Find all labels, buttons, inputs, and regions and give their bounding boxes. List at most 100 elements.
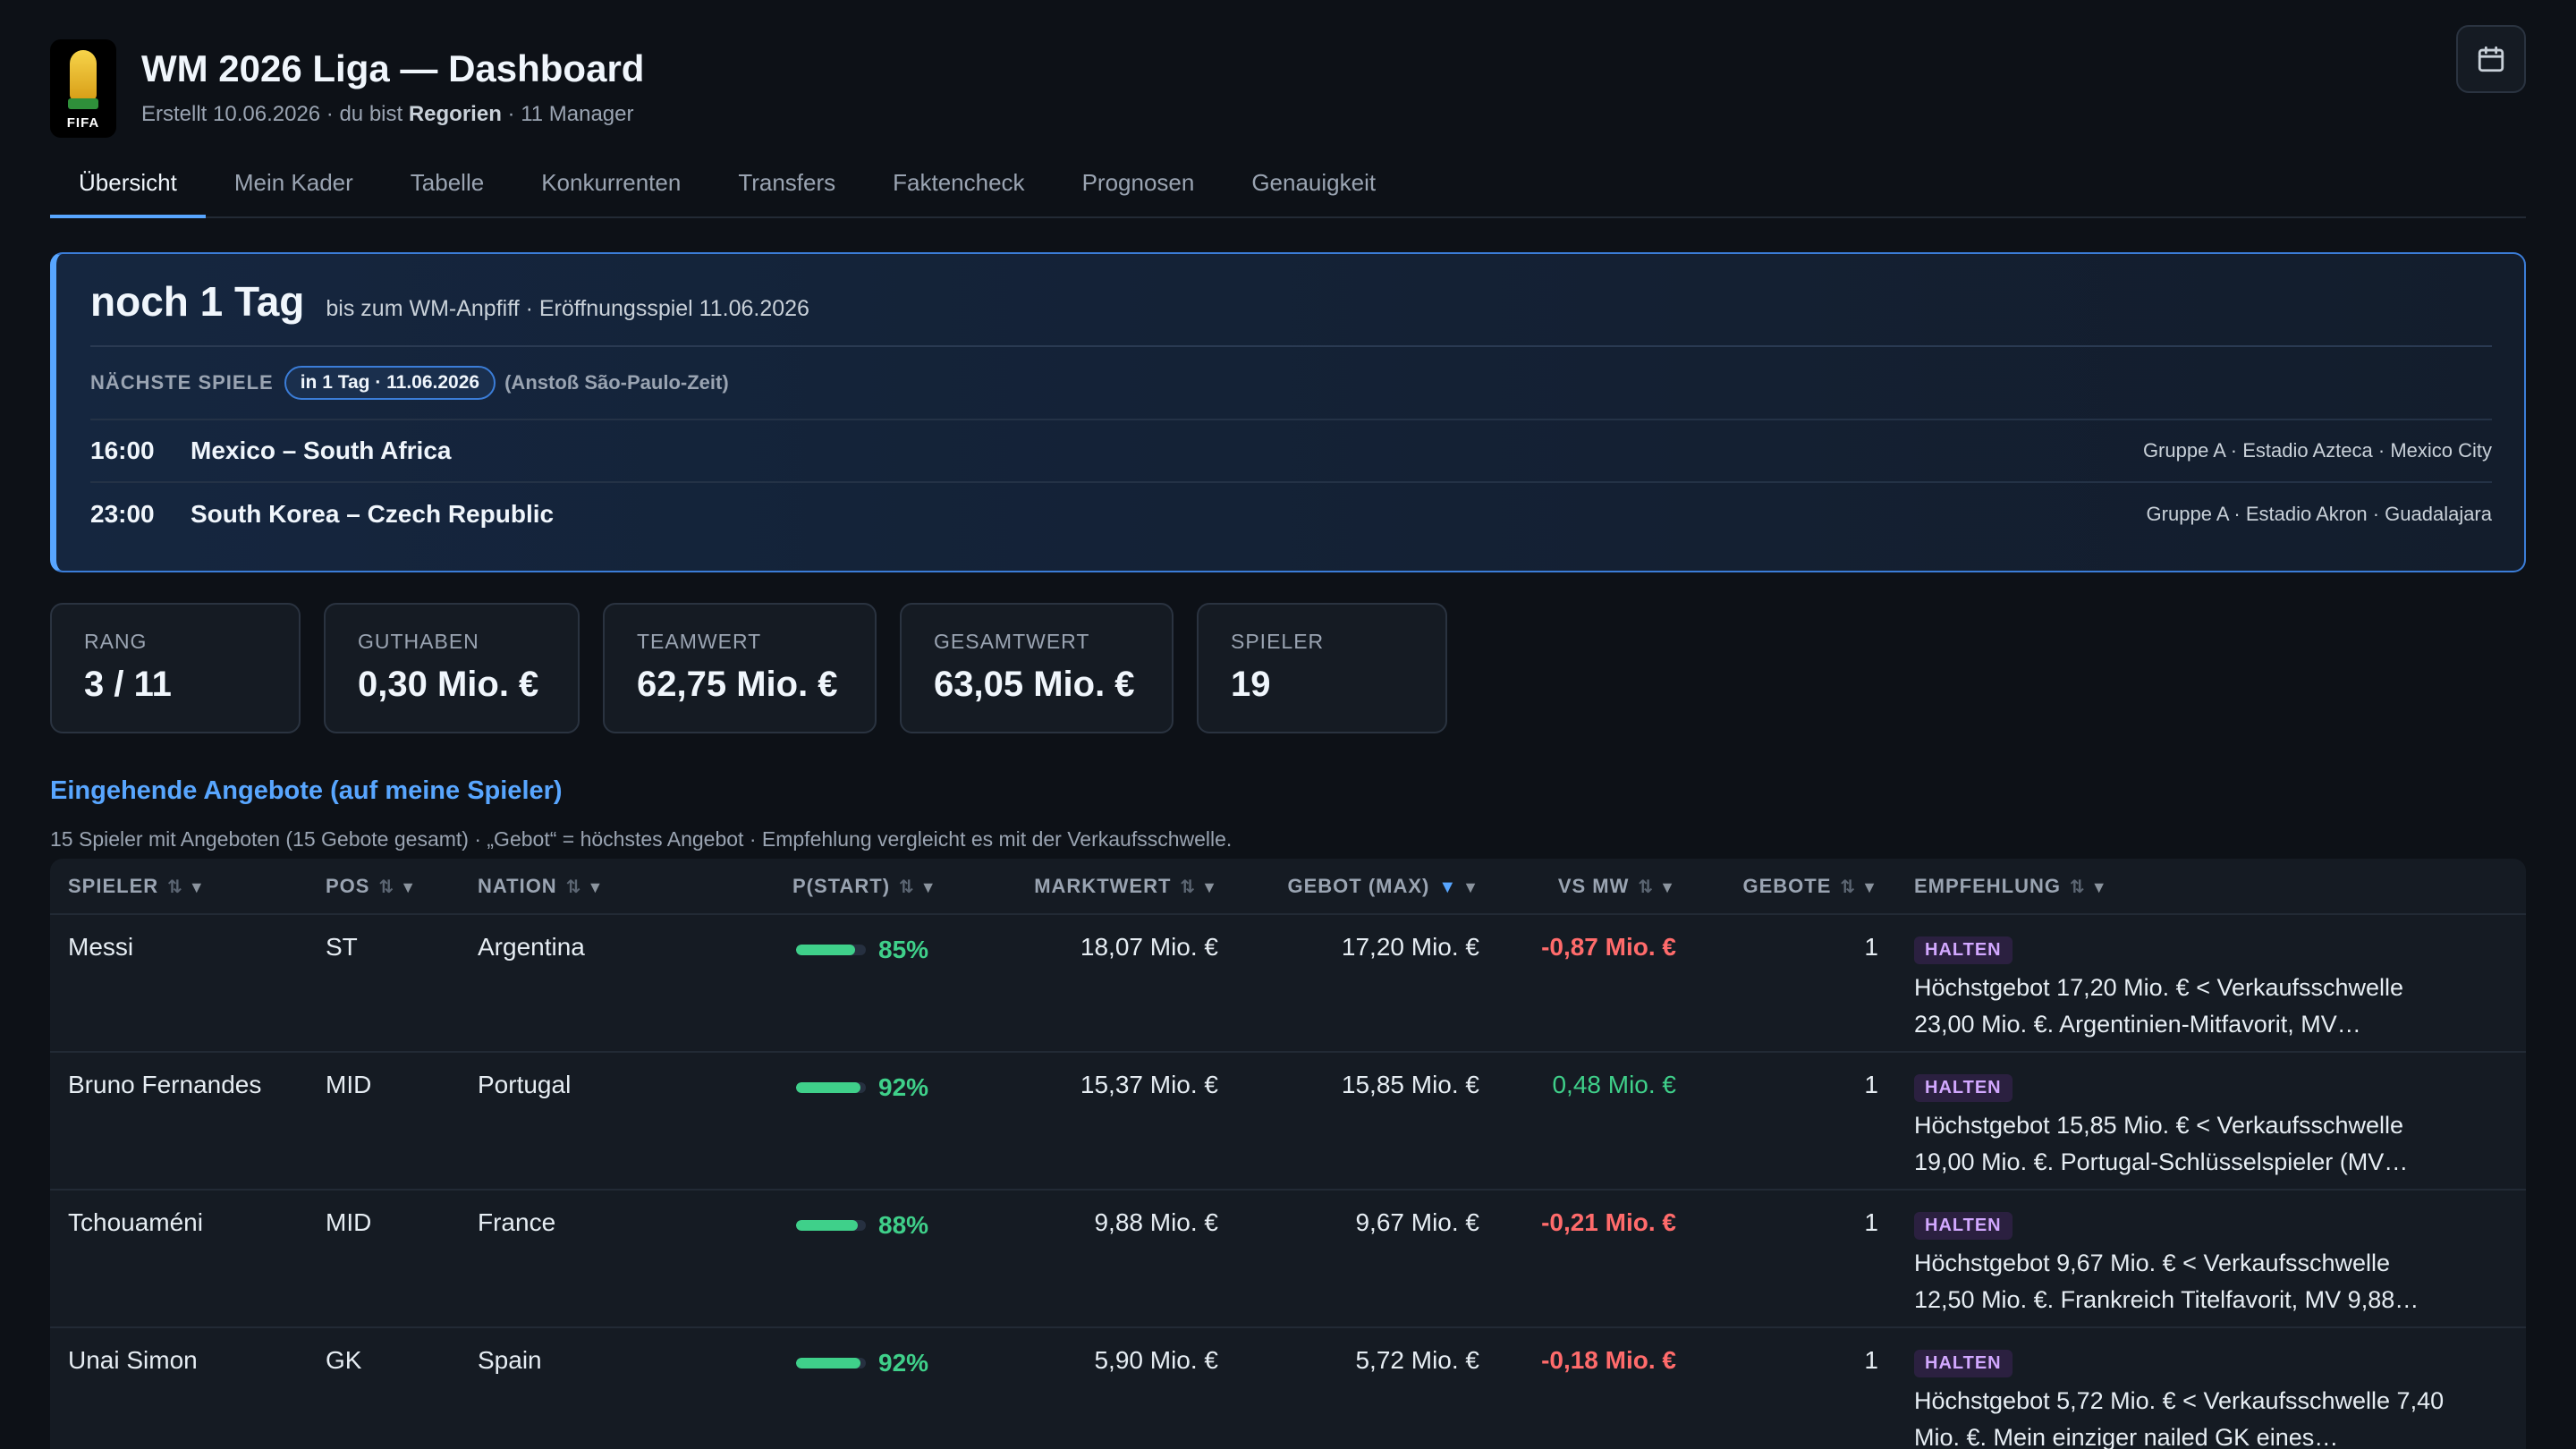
tab-mein-kader[interactable]: Mein Kader: [233, 169, 353, 196]
filter-icon[interactable]: ▼: [1861, 877, 1878, 896]
column-header-spieler[interactable]: SPIELER ⇅ ▼: [50, 859, 308, 915]
sort-desc-icon[interactable]: ▼: [1438, 877, 1458, 897]
table-row[interactable]: Messi ST Argentina 85% 18,07 Mio. € 17,2…: [50, 914, 2526, 1053]
filter-icon[interactable]: ▼: [188, 877, 206, 896]
column-label: EMPFEHLUNG: [1914, 874, 2061, 897]
fifa-logo-icon: FIFA: [50, 39, 116, 138]
match-venue: Gruppe A · Estadio Azteca · Mexico City: [2142, 439, 2492, 462]
match-time: 16:00: [90, 436, 155, 464]
recommendation-text: Höchstgebot 17,20 Mio. € < Verkaufsschwe…: [1914, 974, 2404, 1038]
cell-vsmw: -0,18 Mio. €: [1497, 1327, 1694, 1449]
cell-vsmw: 0,48 Mio. €: [1497, 1052, 1694, 1191]
pstart-value: 85%: [878, 936, 929, 963]
column-header-marktwert[interactable]: MARKTWERT ⇅ ▼: [977, 859, 1236, 915]
sort-icon[interactable]: ⇅: [2070, 877, 2086, 897]
header: FIFA WM 2026 Liga — Dashboard Erstellt 1…: [50, 39, 2526, 148]
cell-pstart: 85%: [775, 914, 977, 1053]
recommendation-text: Höchstgebot 5,72 Mio. € < Verkaufsschwel…: [1914, 1387, 2445, 1449]
table-row[interactable]: Bruno Fernandes MID Portugal 92% 15,37 M…: [50, 1052, 2526, 1191]
stat-label: GUTHABEN: [358, 630, 479, 653]
table-header-row: SPIELER ⇅ ▼ POS ⇅ ▼ NATION ⇅ ▼ P(START) ⇅ ▼ MARK…: [50, 859, 2526, 915]
sort-icon[interactable]: ⇅: [565, 877, 582, 897]
cell-player: Unai Simon: [50, 1327, 308, 1449]
filter-icon[interactable]: ▼: [919, 877, 937, 896]
table-row[interactable]: Unai Simon GK Spain 92% 5,90 Mio. € 5,72…: [50, 1327, 2526, 1449]
cell-player: Messi: [50, 914, 308, 1053]
match-time: 23:00: [90, 500, 155, 528]
pstart-fill: [796, 1358, 860, 1368]
cell-pstart: 92%: [775, 1327, 977, 1449]
sort-icon[interactable]: ⇅: [378, 877, 395, 897]
pstart-fill: [796, 1082, 860, 1093]
page-subtitle: Erstellt 10.06.2026 · du bist Regorien ·…: [141, 102, 644, 127]
trophy-icon: [70, 50, 97, 100]
calendar-button[interactable]: [2456, 25, 2526, 93]
cell-marktwert: 5,90 Mio. €: [977, 1327, 1236, 1449]
sort-icon[interactable]: ⇅: [899, 877, 915, 897]
stat-label: RANG: [84, 630, 148, 653]
cell-gebote: 1: [1694, 1052, 1896, 1191]
tab-transfers[interactable]: Transfers: [738, 169, 836, 196]
stat-card-teamwert: TEAMWERT 62,75 Mio. €: [603, 603, 877, 733]
column-label: SPIELER: [68, 874, 159, 897]
pstart-track: [796, 1082, 866, 1093]
sort-icon[interactable]: ⇅: [167, 877, 183, 897]
cell-empfehlung: HALTEN Höchstgebot 9,67 Mio. € < Verkaufs…: [1896, 1190, 2526, 1328]
pstart-fill: [796, 945, 856, 955]
pstart-value: 88%: [878, 1211, 929, 1239]
subtitle-prefix: Erstellt 10.06.2026 · du bist: [141, 102, 403, 127]
cell-gebot: 5,72 Mio. €: [1236, 1327, 1497, 1449]
filter-icon[interactable]: ▼: [2090, 877, 2108, 896]
column-header-pstart[interactable]: P(START) ⇅ ▼: [775, 859, 977, 915]
stat-card-guthaben: GUTHABEN 0,30 Mio. €: [324, 603, 580, 733]
table-row[interactable]: Tchouaméni MID France 88% 9,88 Mio. € 9,…: [50, 1190, 2526, 1328]
cell-marktwert: 15,37 Mio. €: [977, 1052, 1236, 1191]
filter-icon[interactable]: ▼: [1659, 877, 1676, 896]
countdown-caption: bis zum WM-Anpfiff · Eröffnungsspiel 11.…: [326, 296, 809, 321]
stat-card-rang: RANG 3 / 11: [50, 603, 301, 733]
match-row: 23:00 South Korea – Czech Republic Grupp…: [90, 483, 2492, 546]
cell-nation: Spain: [460, 1327, 775, 1449]
cell-vsmw: -0,21 Mio. €: [1497, 1190, 1694, 1328]
filter-icon[interactable]: ▼: [587, 877, 605, 896]
filter-icon[interactable]: ▼: [1462, 877, 1479, 896]
column-header-pos[interactable]: POS ⇅ ▼: [308, 859, 460, 915]
tab-faktencheck[interactable]: Faktencheck: [893, 169, 1025, 196]
sort-icon[interactable]: ⇅: [1180, 877, 1197, 897]
cell-marktwert: 18,07 Mio. €: [977, 914, 1236, 1053]
column-header-gebot[interactable]: GEBOT (MAX) ▼ ▼: [1236, 859, 1497, 915]
calendar-icon: [2478, 46, 2504, 72]
pstart-track: [796, 1358, 866, 1368]
column-header-vsmw[interactable]: VS MW ⇅ ▼: [1497, 859, 1694, 915]
cell-gebote: 1: [1694, 914, 1896, 1053]
recommendation-badge: HALTEN: [1914, 936, 2012, 964]
cell-pos: ST: [308, 914, 460, 1053]
cell-nation: France: [460, 1190, 775, 1328]
filter-icon[interactable]: ▼: [1201, 877, 1218, 896]
logo-text: FIFA: [66, 115, 100, 131]
column-header-empfehlung[interactable]: EMPFEHLUNG ⇅ ▼: [1896, 859, 2526, 915]
tab-bar: Übersicht Mein Kader Tabelle Konkurrente…: [50, 98, 2526, 218]
stat-card-gesamtwert: GESAMTWERT 63,05 Mio. €: [900, 603, 1174, 733]
filter-icon[interactable]: ▼: [400, 877, 418, 896]
tab-uebersicht[interactable]: Übersicht: [50, 169, 206, 218]
cell-gebote: 1: [1694, 1190, 1896, 1328]
pstart-bar: 92%: [796, 1349, 928, 1377]
column-header-gebote[interactable]: GEBOTE ⇅ ▼: [1694, 859, 1896, 915]
tab-konkurrenten[interactable]: Konkurrenten: [541, 169, 682, 196]
pstart-bar: 92%: [796, 1073, 928, 1102]
column-header-nation[interactable]: NATION ⇅ ▼: [460, 859, 775, 915]
recommendation-text: Höchstgebot 9,67 Mio. € < Verkaufsschwel…: [1914, 1250, 2419, 1313]
tab-prognosen[interactable]: Prognosen: [1081, 169, 1195, 196]
sort-icon[interactable]: ⇅: [1840, 877, 1857, 897]
stat-label: SPIELER: [1231, 630, 1325, 653]
tab-tabelle[interactable]: Tabelle: [410, 169, 485, 196]
countdown-value: noch 1 Tag: [90, 278, 305, 325]
tab-genauigkeit[interactable]: Genauigkeit: [1251, 169, 1377, 196]
cell-pos: MID: [308, 1190, 460, 1328]
column-label: GEBOTE: [1742, 874, 1832, 897]
sort-icon[interactable]: ⇅: [1638, 877, 1655, 897]
recommendation-badge: HALTEN: [1914, 1212, 2012, 1240]
match-row: 16:00 Mexico – South Africa Gruppe A · E…: [90, 420, 2492, 483]
